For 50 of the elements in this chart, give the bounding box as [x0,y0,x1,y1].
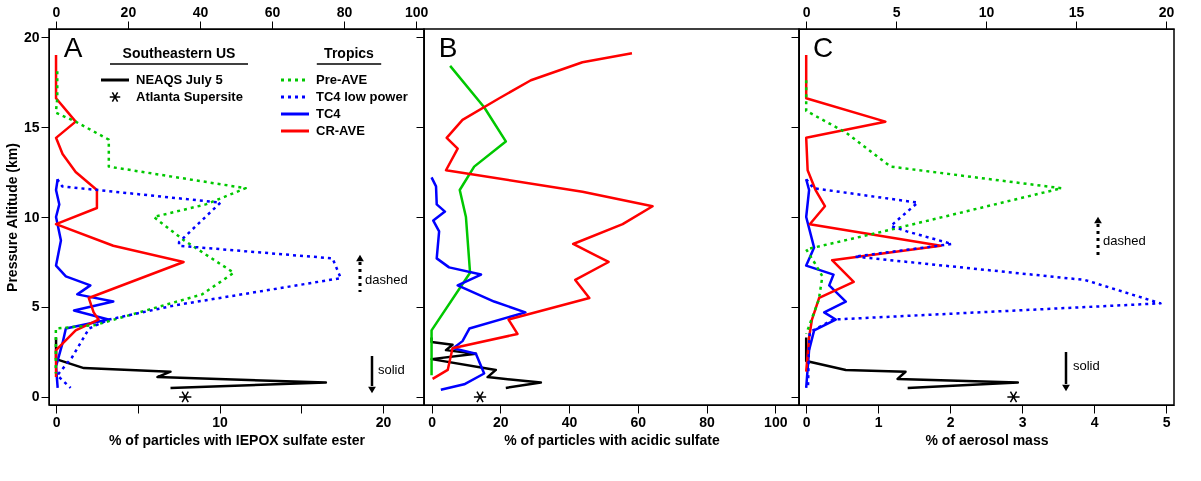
x-tick-label: 4 [1090,413,1099,430]
x2-tick-label: 40 [192,3,209,20]
legend-label: NEAQS July 5 [136,72,223,87]
annotation: C [812,32,834,63]
annotation: dashed [365,272,408,287]
legend-label: CR-AVE [316,123,366,138]
x2-tick-label: 5 [892,3,901,20]
x-axis-title: % of aerosol mass [925,431,1049,448]
y-tick-label: 20 [23,28,40,45]
x-tick-label: 0 [802,413,811,430]
y-tick-label: 0 [31,388,40,405]
x-axis-title: % of particles with IEPOX sulfate ester [109,431,366,448]
x2-tick-label: 80 [336,3,353,20]
x-tick-label: 0 [52,413,61,430]
legend-label: TC4 [316,106,342,121]
annotation: solid [378,362,405,377]
x-tick-label: 5 [1162,413,1171,430]
y-axis-title: Pressure Altitude (km) [3,143,20,292]
legend-label: Pre-AVE [316,72,368,87]
x-tick-label: 10 [212,413,229,430]
x2-tick-label: 100 [404,3,429,20]
x-tick-label: 80 [699,413,716,430]
x-tick-label: 3 [1018,413,1027,430]
x-tick-label: 0 [428,413,437,430]
annotation: Tropics [324,45,375,61]
y-tick-label: 5 [31,298,40,315]
x-tick-label: 20 [375,413,392,430]
x2-tick-label: 10 [978,3,995,20]
x2-tick-label: 0 [52,3,61,20]
x-tick-label: 20 [493,413,509,430]
x2-tick-label: 20 [1158,3,1175,20]
annotation: B [438,32,458,63]
y-tick-label: 10 [23,208,40,225]
legend-label: Atlanta Supersite [136,89,243,104]
x2-tick-label: 15 [1068,3,1085,20]
x-axis-title: % of particles with acidic sulfate [504,431,720,448]
annotation: solid [1073,358,1100,373]
x-tick-label: 2 [946,413,955,430]
annotation: Southeastern US [122,45,236,61]
x-tick-label: 100 [764,413,788,430]
legend-label: TC4 low power [316,89,408,104]
y-tick-label: 15 [23,118,40,135]
x2-tick-label: 0 [802,3,811,20]
annotation: dashed [1103,233,1146,248]
x2-tick-label: 60 [264,3,281,20]
x-tick-label: 1 [874,413,883,430]
x2-tick-label: 20 [120,3,137,20]
x-tick-label: 60 [630,413,647,430]
x-tick-label: 40 [561,413,578,430]
annotation: A [63,32,83,63]
